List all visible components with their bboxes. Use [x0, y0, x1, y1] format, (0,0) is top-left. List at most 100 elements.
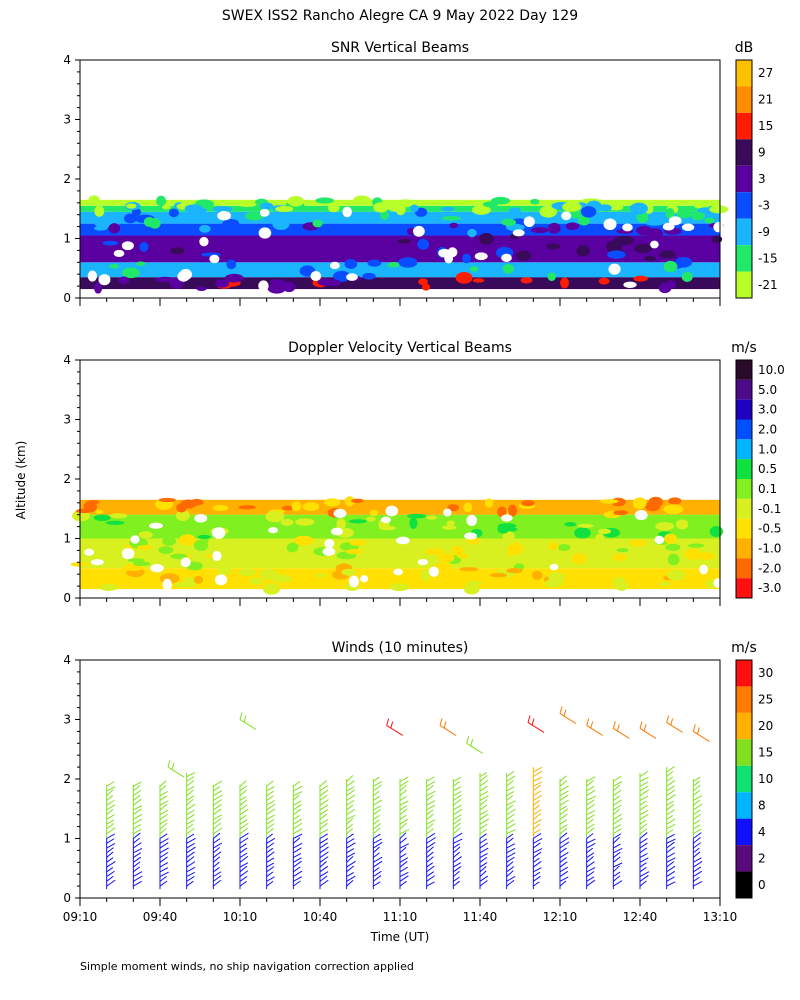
wind-barb-tick: [506, 866, 515, 873]
wind-barb-tick: [186, 837, 196, 844]
snr-cell: [327, 279, 341, 287]
wind-barb-tick: [533, 842, 541, 849]
wind-barb-tick: [426, 794, 434, 801]
doppler-cell: [127, 558, 145, 563]
wind-barb-tick: [399, 808, 408, 816]
wind-barb-tick: [373, 827, 381, 835]
wind-barb-tick: [506, 800, 516, 806]
wind-barb: [239, 719, 257, 730]
doppler-cell: [348, 519, 368, 524]
snr-gap: [561, 211, 572, 221]
wind-barb-tick: [319, 875, 328, 882]
wind-barb-tick: [426, 851, 434, 858]
wind-barb-tick: [426, 776, 435, 782]
wind-barb-tick: [186, 798, 194, 806]
wind-barb-tick: [133, 789, 142, 797]
doppler-cell: [366, 516, 376, 522]
winds-xtick-label: 13:10: [703, 910, 738, 924]
wind-barb-tick: [346, 833, 354, 839]
doppler-cell: [521, 500, 535, 507]
wind-barb-tick: [693, 857, 702, 863]
snr-gap: [259, 208, 270, 217]
wind-barb-tick: [586, 879, 596, 887]
wind-barb-tick: [613, 833, 622, 839]
wind-barb-tick: [506, 861, 514, 868]
wind-barb-tick: [239, 847, 248, 854]
wind-barb-tick: [159, 790, 168, 797]
doppler-cell: [189, 498, 204, 506]
wind-barb-tick: [533, 833, 542, 839]
doppler-cell: [659, 581, 671, 587]
doppler-colorbar-label: 0.1: [758, 482, 777, 496]
wind-barb-tick: [506, 795, 514, 801]
wind-barb-tick: [319, 785, 328, 792]
doppler-cell: [507, 543, 524, 555]
wind-barb-tick: [239, 875, 248, 882]
wind-barb-tick: [186, 789, 194, 797]
wind-barb-tick: [106, 789, 114, 797]
snr-gap: [501, 253, 512, 263]
wind-barb-tick: [666, 823, 676, 830]
wind-barb-tick: [266, 857, 275, 863]
wind-barb-tick: [373, 809, 382, 816]
wind-barb-flag: [639, 721, 643, 729]
wind-barb-tick: [666, 780, 676, 787]
snr-cell: [126, 203, 137, 209]
doppler-panel: Doppler Velocity Vertical Beams m/s 0 1 2 3 4 1…: [63, 340, 785, 606]
wind-barb-tick: [533, 837, 543, 844]
wind-barb-tick: [266, 837, 276, 844]
wind-barb-tick: [559, 861, 568, 868]
wind-barb-tick: [293, 837, 301, 844]
wind-barb-tick: [559, 808, 569, 816]
wind-barb-tick: [293, 842, 303, 849]
wind-barb-tick: [239, 855, 249, 863]
doppler-cell: [349, 539, 367, 546]
wind-barb-tick: [693, 828, 702, 835]
wind-barb-flag: [527, 715, 531, 723]
wind-barb-tick: [426, 813, 434, 820]
wind-barb-tick: [453, 818, 462, 825]
snr-cell: [704, 217, 715, 224]
snr-cell: [530, 198, 540, 205]
wind-barb-tick: [453, 880, 461, 887]
wind-barb-tick: [106, 843, 116, 849]
wind-barb-tick: [133, 805, 142, 811]
doppler-colorbar-swatch: [736, 360, 752, 380]
wind-barb-tick: [239, 819, 248, 825]
wind-barb-tick: [186, 880, 194, 887]
wind-barb-tick: [453, 804, 462, 811]
wind-barb-tick: [613, 799, 623, 806]
snr-cell: [373, 202, 389, 213]
wind-barb-tick: [239, 808, 249, 816]
doppler-cell: [295, 518, 315, 526]
wind-barb-tick: [586, 799, 595, 806]
wind-barb: [693, 730, 710, 742]
wind-barb-tick: [266, 786, 275, 792]
wind-barb-flag: [696, 727, 700, 735]
wind-barb-tick: [266, 833, 273, 839]
wind-barb-tick: [106, 879, 116, 887]
snr-cell: [118, 276, 130, 285]
wind-barb-tick: [586, 795, 596, 801]
wind-barb-tick: [159, 819, 168, 825]
wind-barb: [527, 722, 545, 733]
wind-barb-tick: [186, 876, 195, 882]
wind-barb-tick: [533, 848, 543, 854]
doppler-cell: [281, 505, 295, 511]
winds-colorbar-swatch: [736, 792, 752, 819]
doppler-cell: [238, 505, 256, 510]
wind-barb-tick: [293, 833, 303, 839]
wind-barb-tick: [266, 800, 275, 806]
wind-barb-tick: [373, 860, 383, 868]
wind-barb-tick: [106, 827, 116, 835]
doppler-cell: [508, 504, 518, 517]
wind-barb-tick: [613, 851, 621, 858]
doppler-cell: [665, 543, 681, 551]
wind-barb-tick: [159, 842, 169, 849]
snr-colorbar-swatch: [736, 192, 752, 219]
figure-title: SWEX ISS2 Rancho Alegre CA 9 May 2022 Da…: [222, 8, 578, 24]
wind-barb-tick: [586, 842, 596, 849]
doppler-gap: [348, 575, 360, 588]
wind-barb-tick: [479, 810, 488, 816]
wind-barb-tick: [586, 814, 595, 820]
